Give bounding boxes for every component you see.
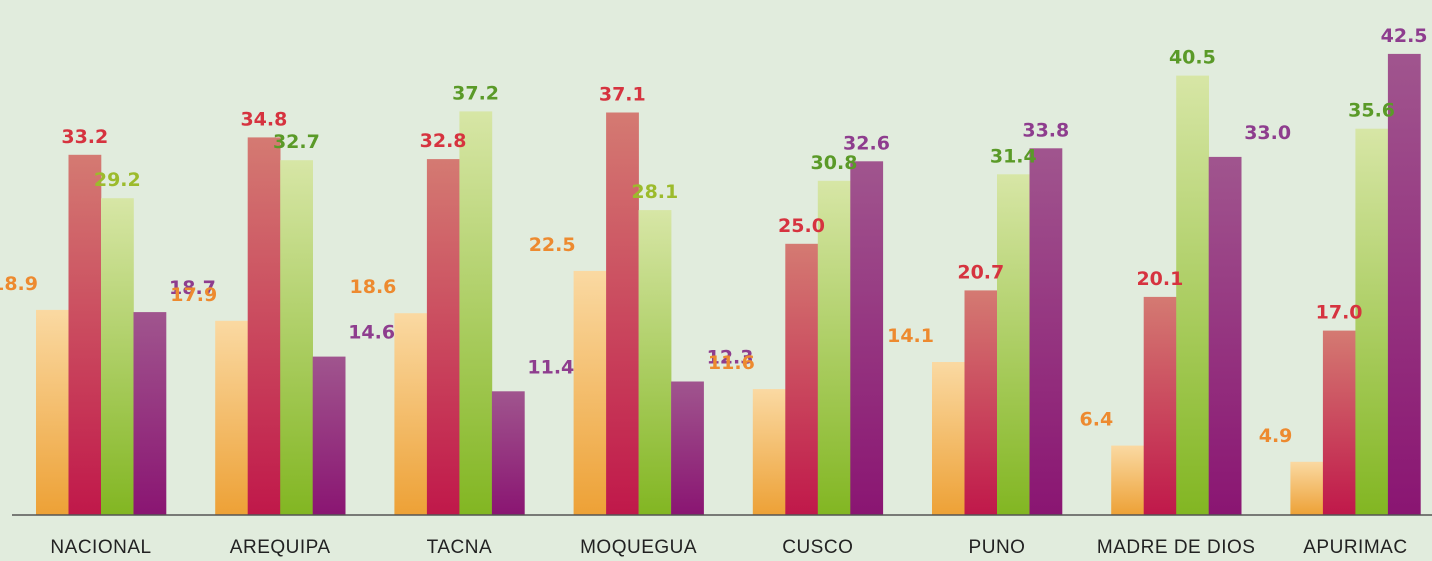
value-label: 35.6 xyxy=(1348,100,1395,122)
value-label: 34.8 xyxy=(240,108,287,130)
value-label: 32.8 xyxy=(420,130,467,152)
bar-cusco-s4 xyxy=(850,161,884,516)
bar-madre-de-dios-s1 xyxy=(1111,445,1144,515)
bar-puno-s4 xyxy=(1029,148,1063,516)
category-label: TACNA xyxy=(427,537,492,558)
bar-puno-s2 xyxy=(964,290,998,515)
value-label: 33.8 xyxy=(1022,119,1069,141)
bar-moquegua-s4 xyxy=(671,381,704,515)
value-label: 6.4 xyxy=(1080,409,1114,431)
bar-moquegua-s2 xyxy=(606,112,639,515)
bar-apurimac-s2 xyxy=(1322,330,1356,515)
bar-madre-de-dios-s2 xyxy=(1143,296,1177,515)
value-label: 32.7 xyxy=(273,131,320,153)
bar-cusco-s1 xyxy=(752,389,786,515)
value-label: 40.5 xyxy=(1169,47,1216,69)
value-label: 17.9 xyxy=(170,284,217,306)
bar-tacna-s4 xyxy=(491,391,525,515)
category-labels-group: NACIONAL AREQUIPA TACNA MOQUEGUA CUSCO PUNO MA… xyxy=(50,537,1407,558)
value-label: 18.9 xyxy=(0,273,38,295)
bar-moquegua-s1 xyxy=(573,270,607,515)
value-label: 31.4 xyxy=(990,145,1037,167)
bar-madre-de-dios-s4 xyxy=(1208,156,1242,515)
bar-cusco-s3 xyxy=(817,180,851,516)
value-label: 14.1 xyxy=(887,325,934,347)
value-label: 17.0 xyxy=(1316,302,1363,324)
value-label: 20.7 xyxy=(957,261,1004,283)
value-label: 30.8 xyxy=(811,152,858,174)
value-label: 32.6 xyxy=(843,132,890,154)
bar-arequipa-s4 xyxy=(312,356,346,515)
bar-apurimac-s1 xyxy=(1290,461,1324,515)
bar-tacna-s2 xyxy=(426,159,460,515)
bars-group xyxy=(36,53,1421,516)
bar-tacna-s1 xyxy=(394,313,428,515)
value-label: 37.2 xyxy=(452,82,499,104)
value-label: 28.1 xyxy=(631,181,678,203)
bar-nacional-s4 xyxy=(133,312,167,515)
bar-puno-s3 xyxy=(997,174,1030,516)
value-label: 25.0 xyxy=(778,215,825,237)
category-label: NACIONAL xyxy=(50,537,151,558)
bar-arequipa-s1 xyxy=(215,320,248,515)
bar-arequipa-s2 xyxy=(247,137,281,515)
bar-nacional-s3 xyxy=(101,198,134,515)
bar-tacna-s3 xyxy=(459,111,493,516)
value-label: 12.3 xyxy=(707,347,754,369)
value-label: 29.2 xyxy=(94,169,141,191)
bar-apurimac-s3 xyxy=(1355,128,1389,515)
value-label: 20.1 xyxy=(1136,268,1183,290)
bar-nacional-s1 xyxy=(36,309,69,515)
bar-apurimac-s4 xyxy=(1387,53,1421,516)
bar-puno-s1 xyxy=(932,362,965,515)
bar-arequipa-s3 xyxy=(280,160,313,515)
value-label: 4.9 xyxy=(1259,425,1293,447)
value-label: 22.5 xyxy=(529,234,576,256)
value-label: 18.7 xyxy=(169,277,216,299)
value-label: 33.2 xyxy=(61,126,108,148)
value-label: 18.6 xyxy=(350,276,397,298)
value-label: 33.0 xyxy=(1244,122,1291,144)
category-label: CUSCO xyxy=(782,537,853,558)
category-label: MOQUEGUA xyxy=(580,537,697,558)
category-label: AREQUIPA xyxy=(230,537,331,558)
value-label: 11.4 xyxy=(527,356,574,378)
value-labels-group: 18.9 33.2 29.2 18.717.9 34.832.7 14.6 18.6 32.8… xyxy=(0,25,1428,447)
value-label: 37.1 xyxy=(599,84,646,106)
bar-moquegua-s3 xyxy=(638,210,672,515)
value-label: 11.6 xyxy=(708,352,755,374)
category-label: APURIMAC xyxy=(1303,537,1407,558)
category-label: PUNO xyxy=(969,537,1026,558)
bar-cusco-s2 xyxy=(785,243,819,516)
value-label: 42.5 xyxy=(1381,25,1428,47)
bar-madre-de-dios-s3 xyxy=(1176,75,1209,515)
value-label: 14.6 xyxy=(348,322,395,344)
bar-nacional-s2 xyxy=(68,154,102,516)
category-label: MADRE DE DIOS xyxy=(1097,537,1256,558)
